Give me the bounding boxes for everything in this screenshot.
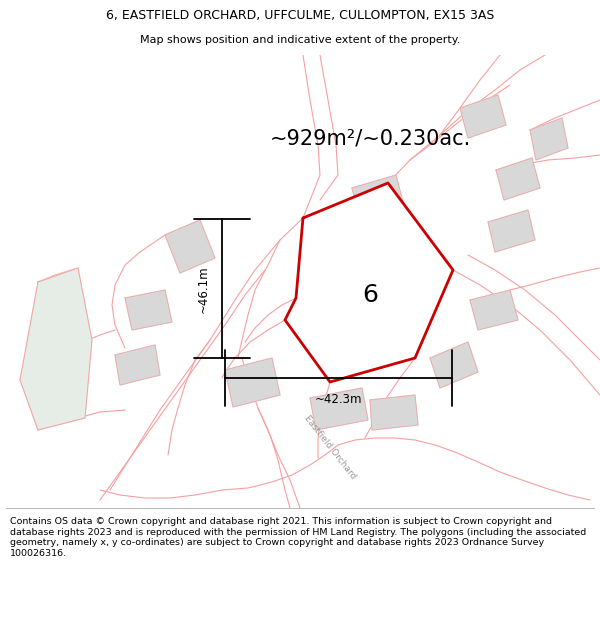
Text: ~42.3m: ~42.3m <box>314 393 362 406</box>
Text: 6: 6 <box>362 283 378 307</box>
Polygon shape <box>165 220 215 273</box>
Polygon shape <box>115 345 160 385</box>
Polygon shape <box>430 342 478 388</box>
Polygon shape <box>125 290 172 330</box>
Polygon shape <box>488 210 535 252</box>
Text: Eastfield Orchard: Eastfield Orchard <box>302 413 358 481</box>
Polygon shape <box>20 268 92 430</box>
Polygon shape <box>530 118 568 160</box>
Text: Contains OS data © Crown copyright and database right 2021. This information is : Contains OS data © Crown copyright and d… <box>10 518 586 558</box>
Polygon shape <box>470 290 518 330</box>
Polygon shape <box>225 358 280 407</box>
Polygon shape <box>370 395 418 430</box>
Polygon shape <box>496 158 540 200</box>
Text: Map shows position and indicative extent of the property.: Map shows position and indicative extent… <box>140 34 460 44</box>
Text: ~46.1m: ~46.1m <box>197 265 210 312</box>
Text: ~929m²/~0.230ac.: ~929m²/~0.230ac. <box>270 128 471 148</box>
Polygon shape <box>460 95 506 138</box>
Text: 6, EASTFIELD ORCHARD, UFFCULME, CULLOMPTON, EX15 3AS: 6, EASTFIELD ORCHARD, UFFCULME, CULLOMPT… <box>106 9 494 22</box>
Polygon shape <box>352 175 405 223</box>
Polygon shape <box>310 388 368 430</box>
Polygon shape <box>285 183 453 382</box>
